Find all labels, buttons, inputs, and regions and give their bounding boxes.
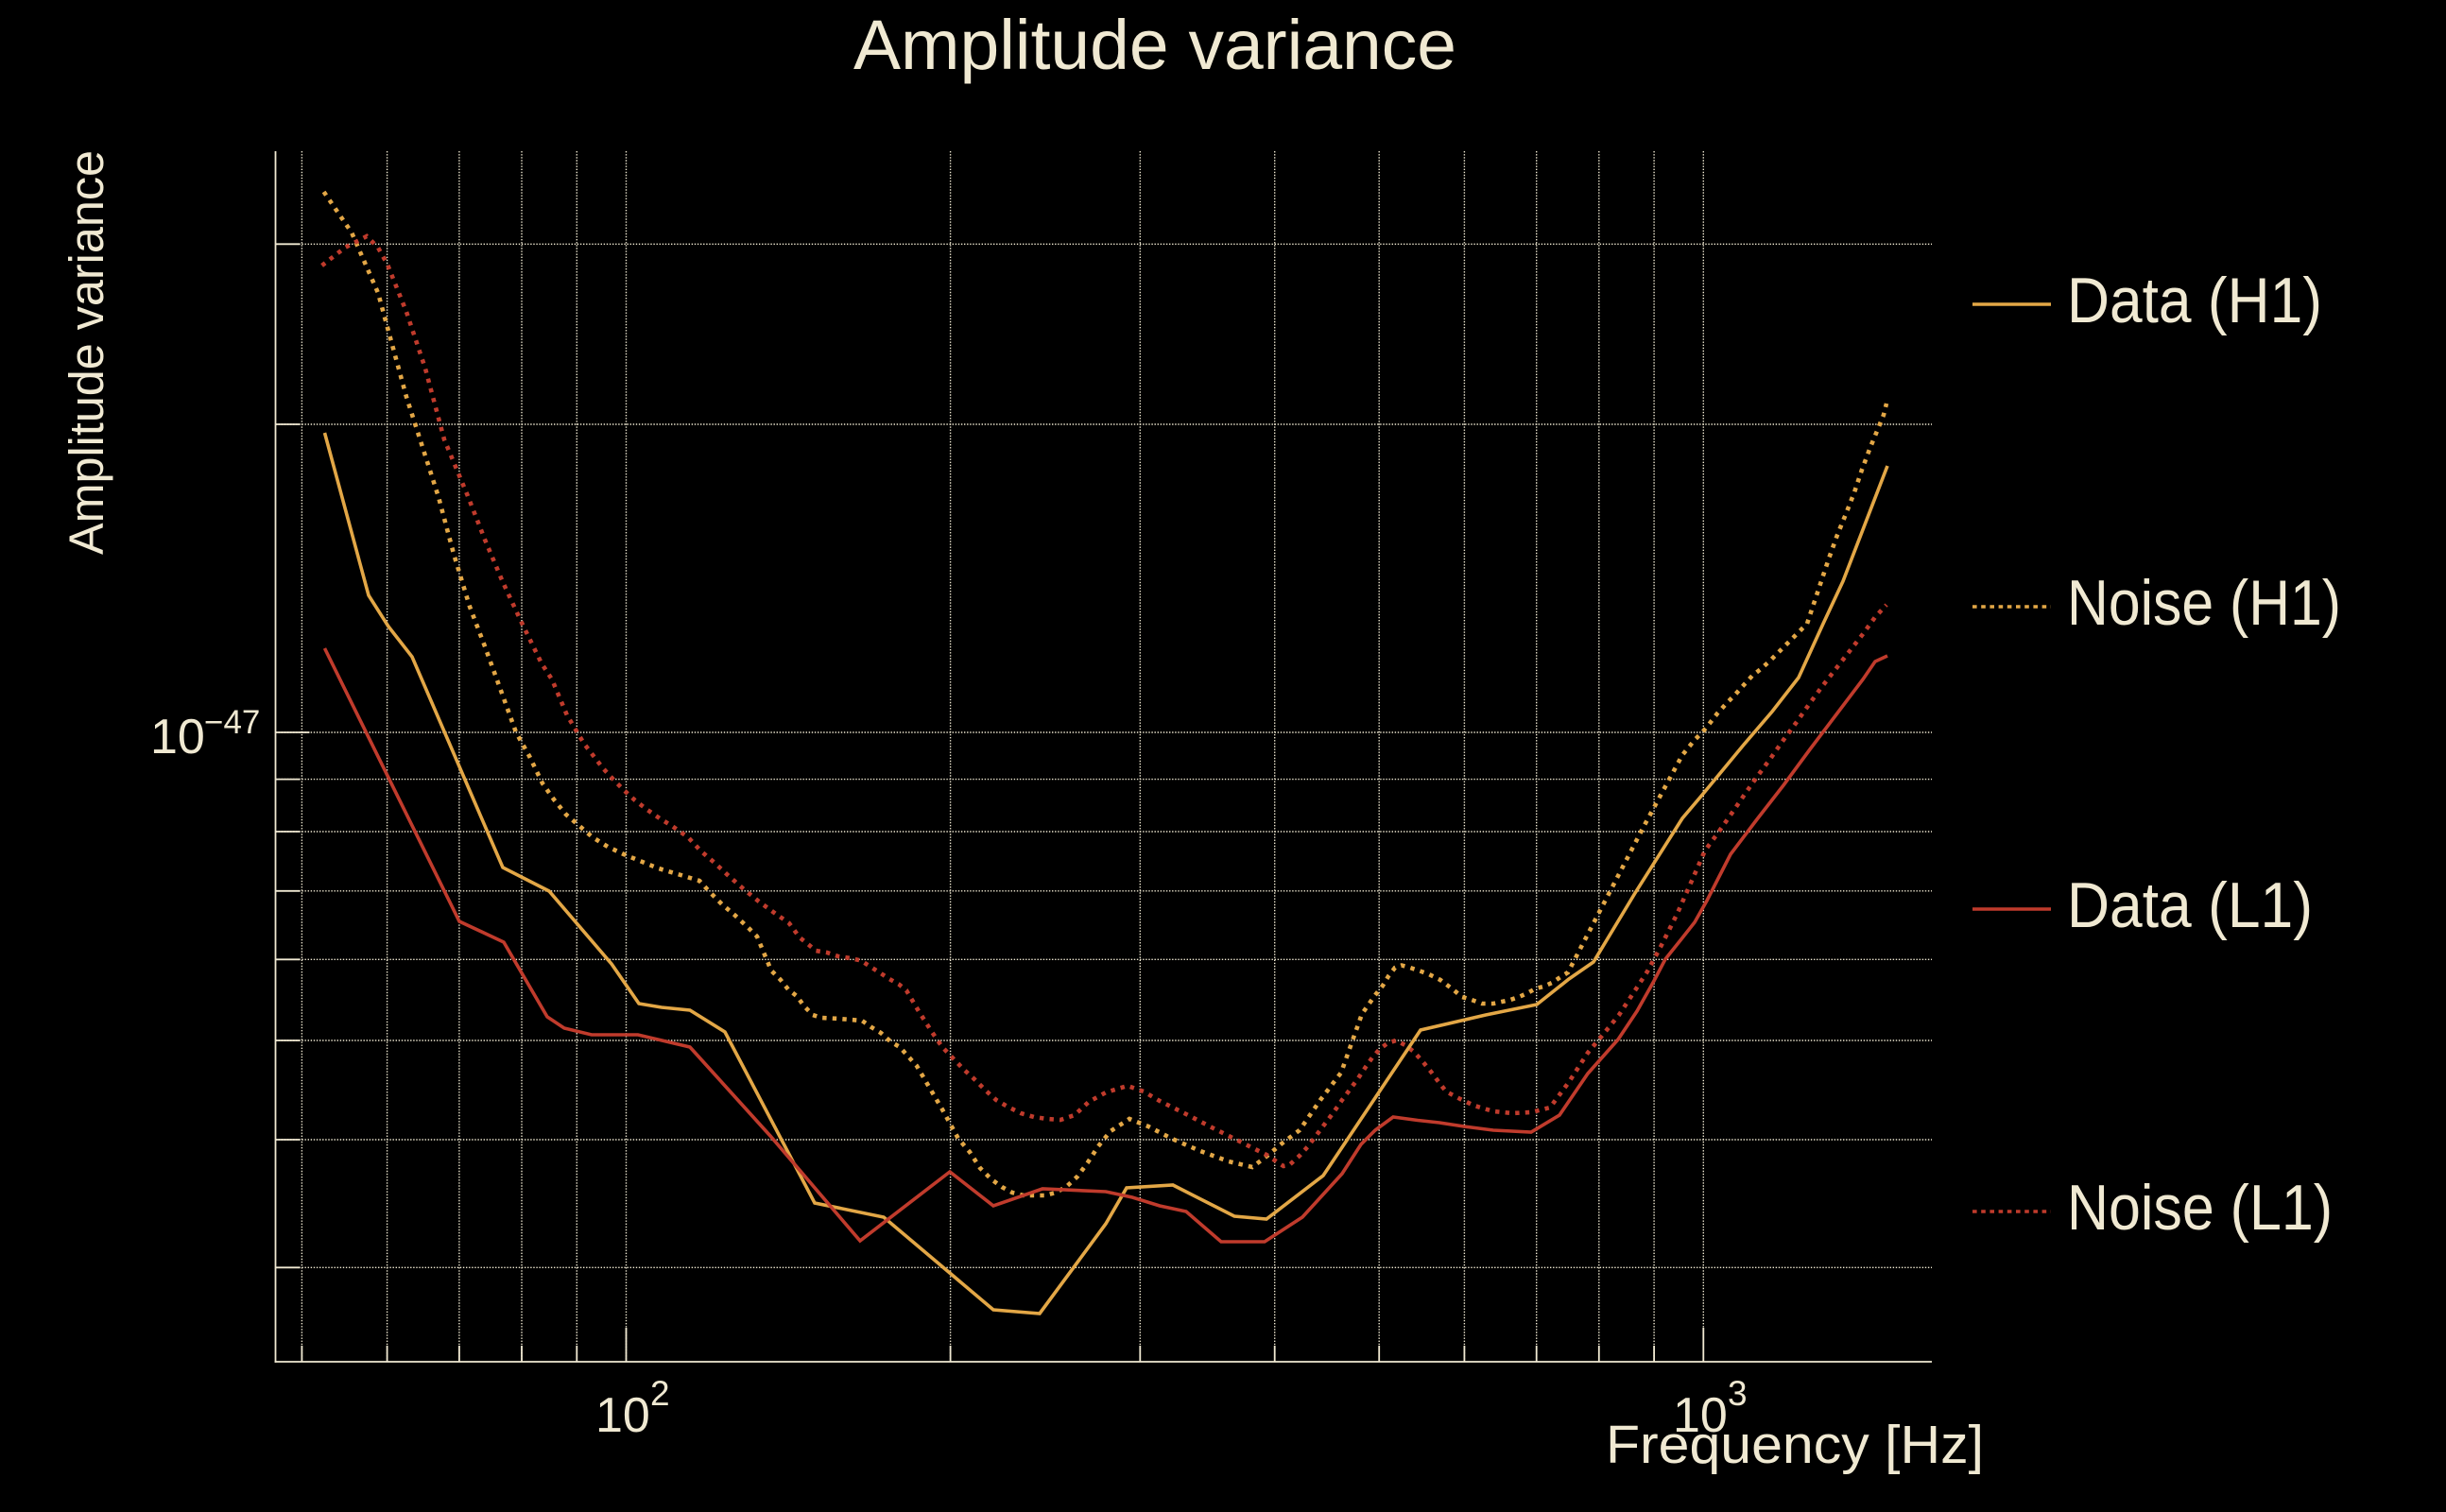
svg-text:10: 10 (1673, 1388, 1728, 1443)
svg-text:Noise (H1): Noise (H1) (2067, 567, 2341, 639)
svg-text:Data (L1): Data (L1) (2067, 869, 2313, 941)
svg-text:−47: −47 (204, 704, 260, 741)
svg-text:Frequency [Hz]: Frequency [Hz] (1606, 1415, 1984, 1475)
svg-text:Noise (L1): Noise (L1) (2067, 1172, 2333, 1244)
svg-text:3: 3 (1728, 1374, 1748, 1413)
svg-text:Data (H1): Data (H1) (2067, 265, 2322, 336)
svg-text:Amplitude variance: Amplitude variance (853, 6, 1456, 84)
svg-text:Amplitude variance: Amplitude variance (60, 150, 113, 555)
svg-text:10: 10 (595, 1388, 650, 1443)
svg-text:10: 10 (150, 710, 205, 765)
svg-text:2: 2 (650, 1374, 670, 1413)
